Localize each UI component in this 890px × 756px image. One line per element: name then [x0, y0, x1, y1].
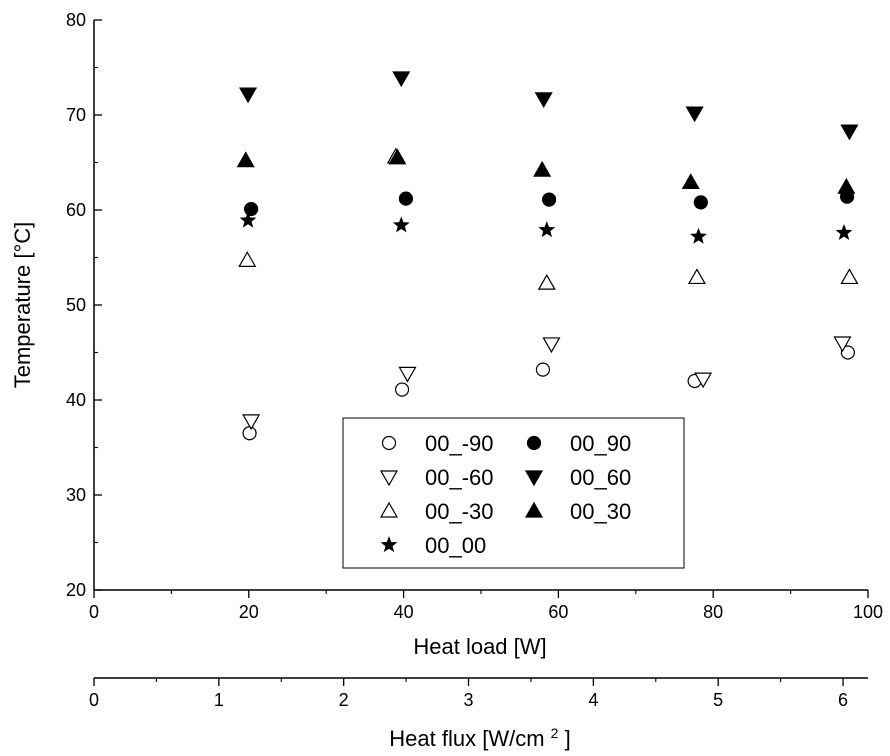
y-tick-label: 50 — [66, 295, 86, 315]
data-point — [542, 337, 561, 354]
x-tick-label: 60 — [548, 602, 568, 622]
x-tick-label: 40 — [394, 602, 414, 622]
legend-box — [342, 417, 685, 569]
legend-label: 00_90 — [570, 431, 631, 456]
legend-entry: 00_-90 — [381, 431, 494, 456]
y-axis: 20 30 40 50 60 70 80 — [66, 10, 102, 600]
data-point — [398, 366, 417, 383]
data-point — [533, 160, 552, 177]
data-point — [694, 372, 713, 389]
data-point — [535, 362, 551, 377]
data-point — [388, 148, 407, 165]
data-point — [542, 192, 557, 207]
legend-marker — [524, 501, 544, 518]
data-points — [236, 71, 859, 441]
legend: 00_-90 00_90 00_-60 00_60 00_-30 00_30 00_00 — [342, 417, 685, 569]
legend-marker — [526, 435, 542, 451]
legend-marker — [379, 501, 399, 518]
legend-label: 00_00 — [425, 533, 486, 558]
series-00_00 — [239, 211, 853, 244]
legend-label: 00_-90 — [425, 431, 494, 456]
data-point — [835, 223, 853, 240]
data-point — [693, 195, 708, 210]
data-point — [238, 87, 258, 104]
heat-flux-axis: 0 1 2 3 4 5 6 — [89, 677, 868, 710]
legend-entry: 00_00 — [380, 533, 486, 558]
data-point — [837, 177, 856, 194]
legend-label: 00_60 — [570, 465, 631, 490]
data-point — [392, 216, 410, 233]
y-tick-label: 80 — [66, 10, 86, 30]
series-00_-90 — [242, 345, 855, 441]
data-point — [538, 221, 556, 238]
data-point — [840, 345, 855, 360]
data-point — [236, 151, 255, 168]
series-00_60 — [238, 71, 859, 141]
heat-flux-title-superscript: 2 — [551, 725, 559, 741]
heat-flux-tick-label: 0 — [89, 690, 99, 710]
data-point — [398, 191, 414, 206]
legend-entry: 00_30 — [524, 499, 631, 524]
legend-entry: 00_60 — [524, 465, 631, 490]
y-tick-label: 20 — [66, 580, 86, 600]
heat-flux-tick-label: 3 — [464, 690, 474, 710]
legend-marker — [381, 435, 397, 451]
series-00_30 — [236, 148, 856, 194]
y-tick-label: 60 — [66, 200, 86, 220]
legend-label: 00_-60 — [425, 465, 494, 490]
data-point — [685, 106, 704, 123]
y-tick-label: 70 — [66, 105, 86, 125]
y-axis-title: Temperature [°C] — [10, 222, 35, 389]
series-00_-30 — [238, 147, 859, 290]
data-point — [392, 71, 411, 88]
data-point — [840, 124, 859, 141]
data-point — [239, 211, 257, 228]
data-point — [833, 336, 852, 353]
heat-flux-tick-label: 6 — [838, 690, 848, 710]
legend-entry: 00_-30 — [379, 499, 494, 524]
legend-marker — [379, 470, 399, 487]
data-point — [690, 227, 707, 244]
heat-flux-tick-label: 2 — [339, 690, 349, 710]
x-tick-label: 100 — [853, 602, 883, 622]
data-point — [687, 268, 706, 285]
y-tick-label: 30 — [66, 485, 86, 505]
x-tick-label: 80 — [703, 602, 723, 622]
heat-flux-tick-label: 1 — [214, 690, 224, 710]
heat-flux-tick-label: 4 — [588, 690, 598, 710]
legend-marker — [524, 470, 544, 487]
data-point — [537, 273, 556, 290]
x-tick-label: 20 — [239, 602, 259, 622]
x-axis-title: Heat load [W] — [413, 634, 546, 659]
heat-flux-tick-label: 5 — [713, 690, 723, 710]
series-00_-60 — [242, 336, 852, 431]
heat-flux-title-suffix: ] — [565, 726, 571, 751]
data-point — [244, 201, 259, 217]
data-point — [242, 426, 257, 441]
data-point — [238, 251, 257, 267]
heat-flux-title-prefix: Heat flux [W/cm — [389, 726, 544, 751]
legend-entry: 00_90 — [526, 431, 631, 456]
x-tick-label: 0 — [89, 602, 99, 622]
legend-label: 00_-30 — [425, 499, 494, 524]
legend-entry: 00_-60 — [379, 465, 494, 490]
data-point — [242, 414, 261, 431]
y-tick-label: 40 — [66, 390, 86, 410]
data-point — [394, 382, 410, 397]
data-point — [840, 268, 859, 285]
data-point — [681, 173, 700, 190]
data-point — [534, 92, 553, 109]
heat-flux-axis-title: Heat flux [W/cm 2 ] — [389, 718, 570, 751]
series-00_90 — [244, 189, 855, 217]
legend-marker — [380, 536, 398, 553]
x-axis: 0 20 40 60 80 100 — [89, 590, 883, 622]
legend-label: 00_30 — [570, 499, 631, 524]
